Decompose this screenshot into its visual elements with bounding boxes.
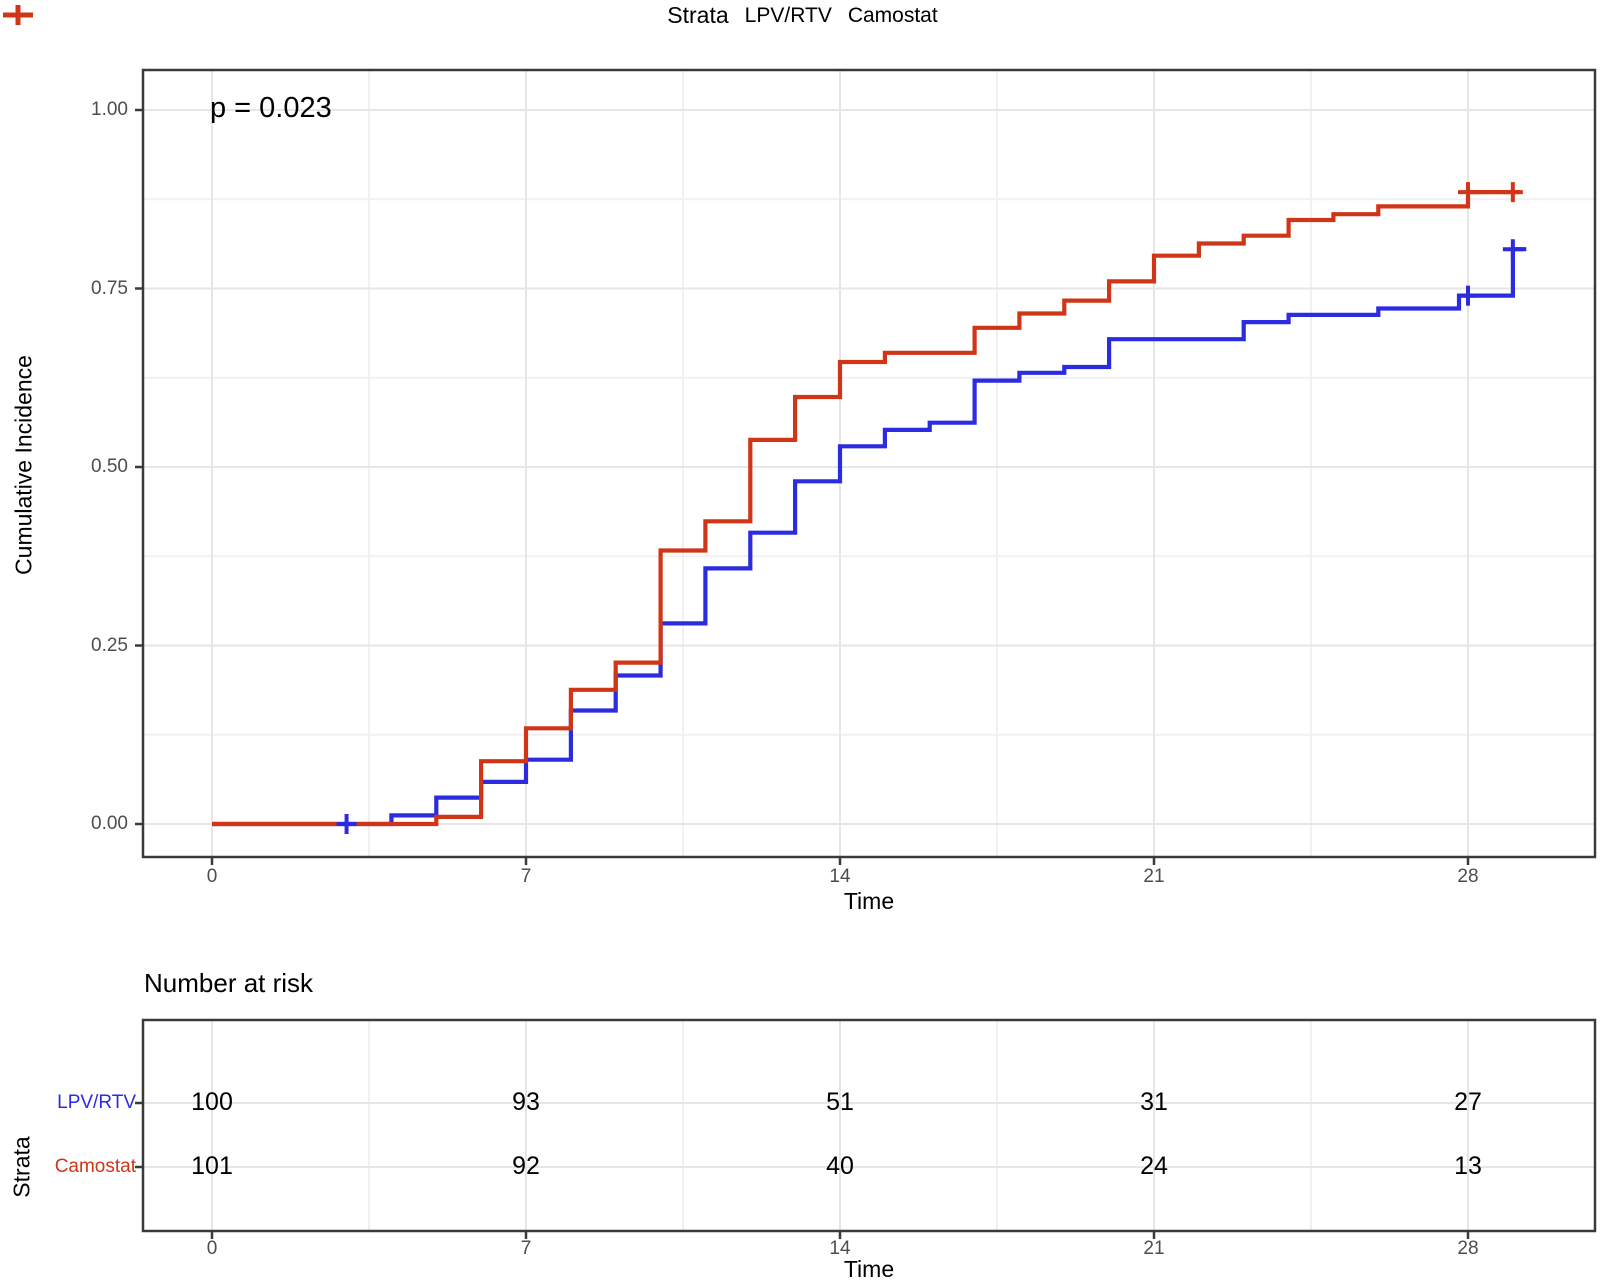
- y-tick-label: 0.50: [91, 456, 128, 477]
- risk-count: 13: [1454, 1152, 1482, 1180]
- risk-count: 40: [826, 1152, 854, 1180]
- y-tick-label: 0.75: [91, 277, 128, 299]
- legend-item-lpv: LPV/RTV: [3, 3, 832, 28]
- series-curve-camostat: [212, 190, 1520, 827]
- risk-count: 101: [191, 1152, 233, 1180]
- risk-x-tick-label: 21: [1143, 1238, 1165, 1259]
- x-tick-label: 28: [1457, 866, 1479, 887]
- x-axis-title: Time: [843, 888, 895, 914]
- main-panel-border: [141, 68, 1597, 859]
- x-tick-label: 14: [829, 866, 851, 887]
- legend-item-label: Camostat: [847, 3, 938, 27]
- risk-x-axis-title: Time: [843, 1256, 895, 1282]
- risk-row-label-camostat: Camostat: [54, 1156, 136, 1177]
- risk-count: 51: [826, 1088, 854, 1116]
- risk-row-label-lpv: LPV/RTV: [57, 1092, 136, 1113]
- risk-count: 93: [512, 1088, 540, 1116]
- x-tick-label: 7: [520, 866, 532, 887]
- legend-title: Strata: [667, 2, 729, 28]
- risk-x-tick-label: 0: [206, 1238, 218, 1259]
- risk-table-title: Number at risk: [144, 968, 314, 998]
- p-value-label: p = 0.023: [210, 92, 332, 124]
- y-axis-title: Cumulative Incidence: [10, 355, 37, 575]
- series-curve-lpvrtv: [212, 247, 1527, 827]
- risk-x-tick-label: 14: [829, 1238, 851, 1259]
- y-tick-label: 0.00: [91, 813, 128, 834]
- risk-count: 31: [1140, 1088, 1168, 1116]
- x-tick-label: 21: [1143, 866, 1165, 887]
- x-tick-label: 0: [206, 866, 218, 887]
- risk-count: 92: [512, 1152, 540, 1180]
- risk-x-tick-label: 7: [520, 1238, 532, 1259]
- risk-x-tick-label: 28: [1457, 1238, 1479, 1259]
- risk-count: 24: [1140, 1152, 1168, 1180]
- plus-marker-icon: [3, 5, 33, 25]
- risk-count: 100: [191, 1088, 233, 1116]
- risk-count: 27: [1454, 1088, 1482, 1116]
- y-tick-label: 1.00: [91, 99, 128, 120]
- risk-panel-border: [141, 1018, 1597, 1233]
- y-tick-label: 0.25: [91, 634, 128, 656]
- legend: Strata LPV/RTV Camostat: [0, 2, 1605, 29]
- legend-item-label: LPV/RTV: [744, 3, 832, 27]
- legend-item-camostat: Camostat: [3, 3, 938, 28]
